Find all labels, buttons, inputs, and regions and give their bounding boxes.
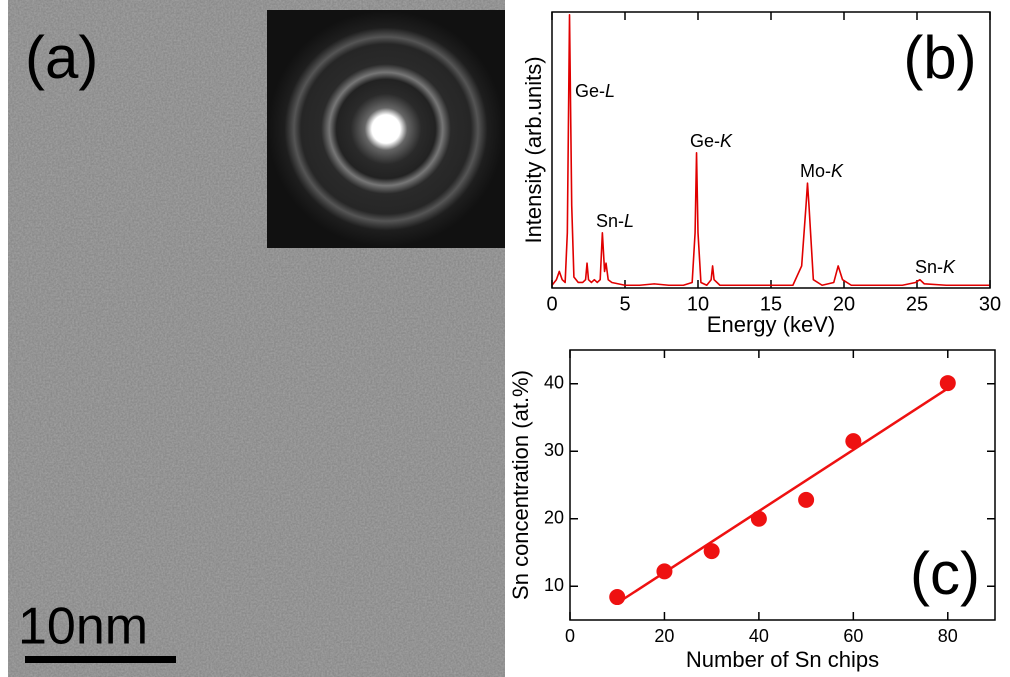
data-point bbox=[939, 375, 956, 392]
fit-line bbox=[616, 387, 949, 605]
x-tick-label: 30 bbox=[979, 293, 1001, 315]
x-tick-label: 25 bbox=[906, 293, 928, 315]
x-tick-label: 0 bbox=[565, 626, 575, 646]
spectrum-line bbox=[551, 13, 990, 287]
y-axis-label: Intensity (arb.units) bbox=[521, 56, 546, 243]
y-tick-label: 10 bbox=[544, 575, 564, 595]
scale-bar-label: 10nm bbox=[18, 598, 148, 656]
y-tick-label: 30 bbox=[544, 440, 564, 460]
data-point bbox=[656, 563, 673, 580]
peak-label: Ge-L bbox=[575, 81, 615, 101]
x-tick-label: 0 bbox=[546, 293, 557, 315]
panel-label: (b) bbox=[903, 24, 976, 91]
x-tick-label: 10 bbox=[687, 293, 709, 315]
tem-panel: (a) 10nm bbox=[8, 0, 505, 677]
y-tick-label: 40 bbox=[544, 373, 564, 393]
x-axis-label: Energy (keV) bbox=[707, 312, 835, 337]
x-tick-label: 20 bbox=[654, 626, 674, 646]
panel-label: (c) bbox=[910, 540, 980, 607]
y-axis-label: Sn concentration (at.%) bbox=[508, 370, 533, 600]
peak-label: Mo-K bbox=[800, 161, 844, 181]
y-tick-label: 20 bbox=[544, 508, 564, 528]
data-point bbox=[845, 433, 862, 450]
diffraction-spot bbox=[375, 118, 397, 140]
scale-bar bbox=[25, 656, 176, 663]
peak-label: Ge-K bbox=[690, 131, 733, 151]
plot-frame bbox=[551, 11, 991, 289]
panel-label: (a) bbox=[25, 24, 98, 91]
x-tick-label: 15 bbox=[760, 293, 782, 315]
data-point bbox=[703, 543, 720, 560]
x-tick-label: 5 bbox=[619, 293, 630, 315]
x-tick-label: 60 bbox=[843, 626, 863, 646]
data-point bbox=[750, 510, 767, 527]
data-point bbox=[798, 491, 815, 508]
peak-label: Sn-K bbox=[915, 257, 956, 277]
x-axis-label: Number of Sn chips bbox=[686, 647, 879, 672]
x-tick-label: 20 bbox=[833, 293, 855, 315]
peak-label: Sn-L bbox=[596, 211, 634, 231]
chart-panel: 0 5 10 15 20 25 30 Energy (keV) Intensity (arb.u… bbox=[521, 11, 1001, 337]
data-point bbox=[609, 589, 626, 606]
x-tick-label: 40 bbox=[749, 626, 769, 646]
plot-frame bbox=[569, 349, 996, 621]
x-tick-label: 80 bbox=[938, 626, 958, 646]
